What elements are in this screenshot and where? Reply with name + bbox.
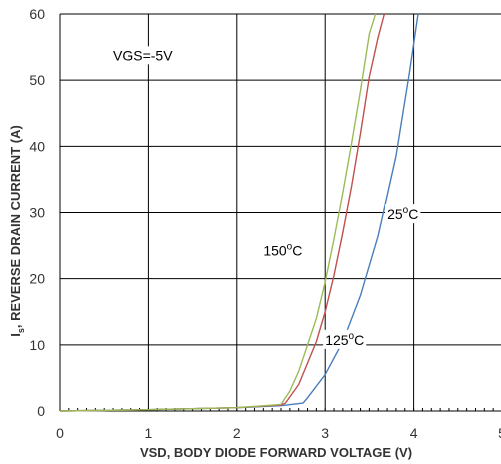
annotation-background: [261, 240, 305, 260]
y-axis-title: Is, REVERSE DRAIN CURRENT (A): [8, 125, 26, 337]
y-tick-label: 60: [29, 6, 45, 22]
x-tick-label: 3: [321, 425, 329, 441]
series-lines: [59, 13, 419, 412]
annotation-t125: 125oC: [323, 329, 367, 349]
annotation-background: [323, 329, 367, 349]
y-tick-label: 30: [29, 205, 45, 221]
annotation-t150: 150oC: [261, 240, 305, 260]
y-axis-title-subscript: s: [16, 328, 26, 333]
y-tick-labels: 0 10 20 30 40 50 60: [29, 6, 45, 419]
annotation-background: [385, 204, 421, 224]
y-tick-label: 50: [29, 72, 45, 88]
y-axis-title-main: I: [8, 333, 23, 337]
annotations: VGS=-5V 150oC 125oC 25oC: [111, 46, 421, 349]
x-axis-title: VSD, BODY DIODE FORWARD VOLTAGE (V): [140, 445, 412, 460]
annotation-t25: 25oC: [385, 204, 421, 224]
annotation-vgs: VGS=-5V: [111, 46, 176, 65]
annotation-text: 150oC: [263, 242, 302, 259]
y-tick-label: 10: [29, 337, 45, 353]
grid: [59, 13, 501, 412]
x-tick-label: 0: [56, 425, 64, 441]
annotation-text: 25oC: [387, 205, 418, 222]
x-tick-label: 2: [233, 425, 241, 441]
x-tick-label: 1: [145, 425, 153, 441]
annotation-text: VGS=-5V: [113, 47, 173, 63]
annotation-text: 125oC: [325, 331, 364, 348]
series-line: [59, 13, 377, 412]
y-tick-label: 0: [37, 403, 45, 419]
y-tick-label: 20: [29, 271, 45, 287]
x-tick-labels: 0 1 2 3 4 5: [56, 425, 501, 441]
y-tick-label: 40: [29, 138, 45, 154]
y-axis-title-rest: , REVERSE DRAIN CURRENT (A): [8, 125, 23, 328]
annotation-background: [111, 46, 176, 65]
x-tick-label: 4: [410, 425, 418, 441]
x-tick-label: 5: [498, 425, 501, 441]
